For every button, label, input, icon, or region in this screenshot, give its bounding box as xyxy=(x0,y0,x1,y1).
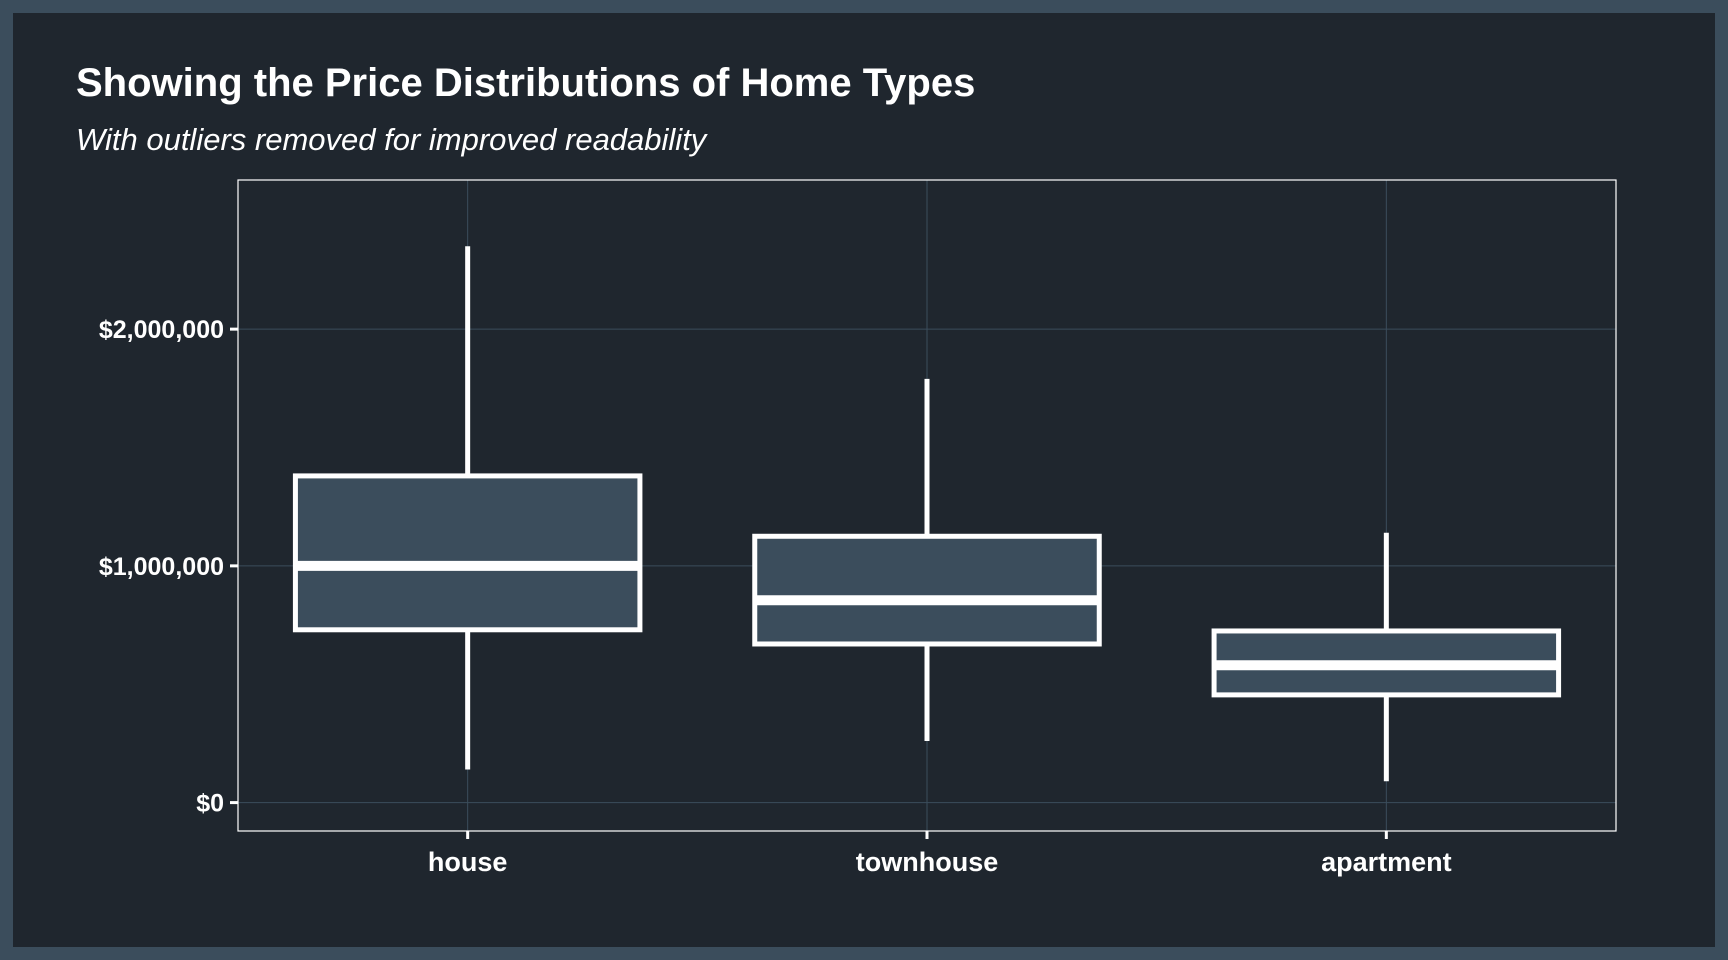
x-tick-label: townhouse xyxy=(856,847,999,877)
boxplot-chart: Showing the Price Distributions of Home … xyxy=(76,61,1617,877)
y-tick-label: $0 xyxy=(196,790,224,818)
x-tick-label: house xyxy=(428,847,508,877)
x-tick-label: apartment xyxy=(1321,847,1452,877)
y-tick-label: $2,000,000 xyxy=(99,316,224,344)
plot-area: $0 $1,000,000 $2,000,000 house townhouse apar… xyxy=(99,179,1617,877)
chart-panel: Showing the Price Distributions of Home … xyxy=(13,13,1715,947)
y-tick-label: $1,000,000 xyxy=(99,553,224,581)
box-iqr xyxy=(752,533,1102,647)
chart-title: Showing the Price Distributions of Home … xyxy=(76,61,975,105)
chart-subtitle: With outliers removed for improved reada… xyxy=(76,122,709,157)
box-iqr xyxy=(292,473,643,633)
